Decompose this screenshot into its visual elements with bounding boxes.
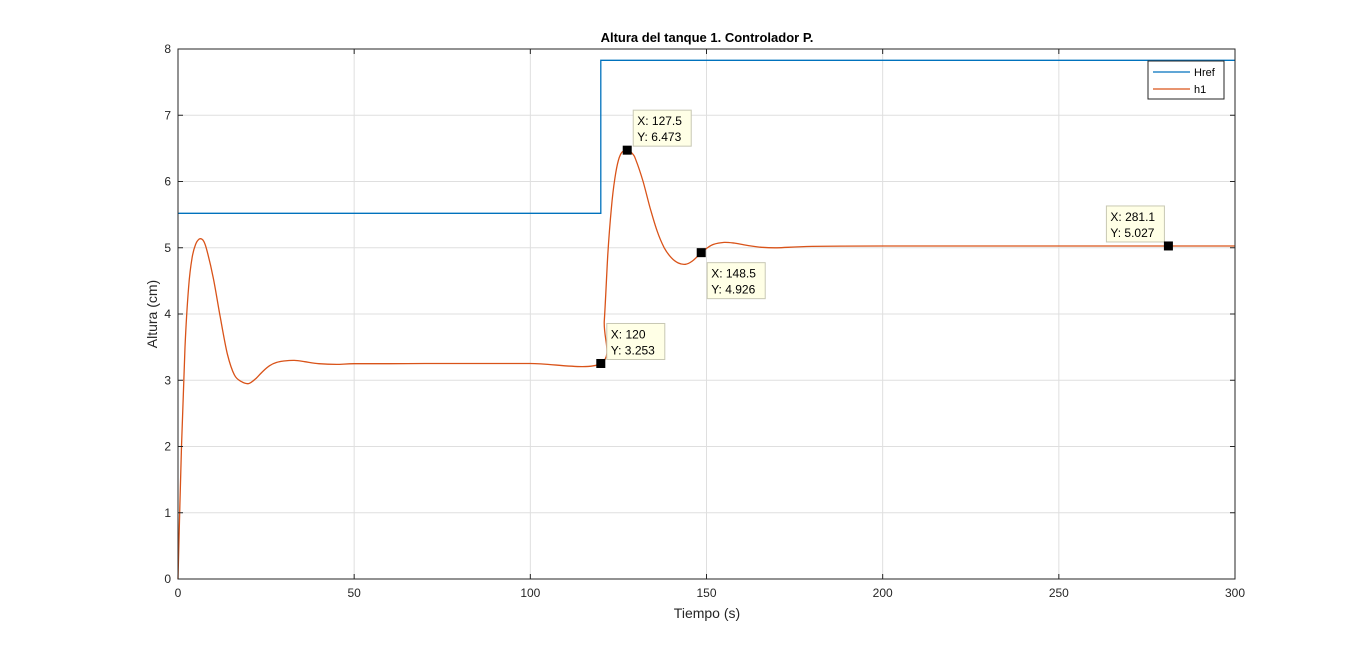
legend-box [1147,60,1225,100]
ticks: 0 50 100 150 200 250 300 0 1 2 3 4 5 6 7 8 [164,42,1245,600]
y-tick-label: 7 [164,108,171,122]
x-axis-label: Tiempo (s) [674,605,740,621]
datatip-marker [596,358,606,368]
datatip-x-label: X: 281.1 [1110,210,1155,224]
legend: Href h1 [1147,60,1225,100]
series-line-href [178,59,1235,214]
legend-label-h1: h1 [1194,84,1206,96]
x-tick-label: 200 [873,586,893,600]
y-tick-label: 8 [164,42,171,56]
datatip-x-label: X: 127.5 [637,114,682,128]
x-tick-label: 0 [175,586,182,600]
x-tick-label: 50 [347,586,361,600]
datatip-marker [696,248,706,258]
datatip-y-label: Y: 6.473 [637,130,681,144]
y-tick-label: 5 [164,241,171,255]
y-tick-label: 2 [164,440,171,454]
x-tick-label: 250 [1049,586,1069,600]
datatip: X: 281.1 Y: 5.027 [1105,205,1173,251]
y-tick-label: 6 [164,175,171,189]
series-layer [177,59,1235,580]
y-tick-label: 1 [164,506,171,520]
legend-label-href: Href [1194,67,1216,79]
chart-title: Altura del tanque 1. Controlador P. [601,30,814,45]
datatips: X: 120 Y: 3.253 X: 127.5 Y: 6.473 X: 148.5 Y:… [596,109,1173,368]
series-line-h1 [177,149,1235,580]
datatip-x-label: X: 120 [611,327,646,341]
datatip-x-label: X: 148.5 [711,267,756,281]
datatip-marker [622,145,632,155]
x-tick-label: 300 [1225,586,1245,600]
x-tick-label: 150 [696,586,716,600]
datatip: X: 148.5 Y: 4.926 [696,248,766,300]
datatip: X: 127.5 Y: 6.473 [622,109,692,155]
y-axis-label: Altura (cm) [144,280,160,348]
datatip-box [1105,205,1165,243]
y-tick-label: 4 [164,307,171,321]
datatip: X: 120 Y: 3.253 [596,322,666,368]
datatip-box [632,109,692,147]
datatip-box [706,262,766,300]
datatip-y-label: Y: 4.926 [711,283,755,297]
y-tick-label: 3 [164,373,171,387]
datatip-y-label: Y: 5.027 [1110,226,1154,240]
y-tick-label: 0 [164,572,171,586]
x-tick-label: 100 [520,586,540,600]
datatip-y-label: Y: 3.253 [611,343,655,357]
datatip-box [606,322,666,360]
datatip-marker [1163,241,1173,251]
